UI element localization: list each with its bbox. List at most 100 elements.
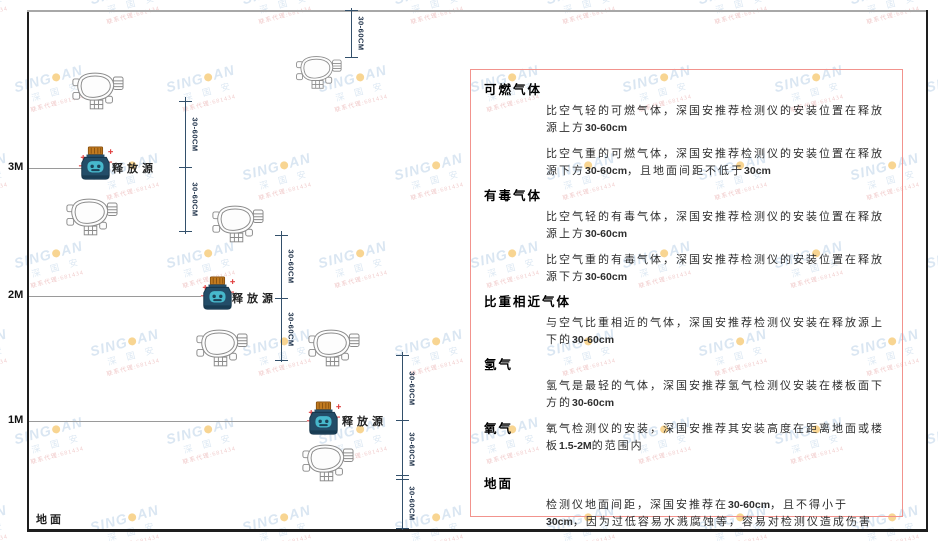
panel-section: 比重相近气体 与空气比重相近的气体，深国安推荐检测仪安装在释放源上下的30-60c… [484, 295, 892, 349]
panel-section: 可燃气体 比空气轻的可燃气体，深国安推荐检测仪的安装位置在释放源上方30-60cm… [484, 83, 892, 180]
ground-label: 地面 [36, 514, 64, 526]
dimension-line [281, 231, 282, 362]
gas-detector-icon [308, 329, 360, 367]
watermark-red-text: 联系代理:681434 [0, 181, 9, 202]
watermark-red-text: 联系代理:681434 [106, 5, 161, 26]
dimension-tick [396, 475, 409, 476]
section-paragraph: 氢气是最轻的气体，深国安推荐氢气检测仪安装在楼板面下方的30-60cm [546, 380, 884, 409]
dimension-label: 30-60CM [190, 117, 200, 152]
watermark-dot-icon [127, 336, 138, 346]
watermark-red-text: 联系代理:681434 [866, 5, 921, 26]
watermark-cn-text: 深 国 安 [258, 168, 311, 192]
watermark-red-text: 联系代理:681434 [0, 5, 9, 26]
section-heading: 氢气 [484, 358, 514, 372]
gas-detector-icon [212, 205, 264, 243]
dimension-tick [396, 479, 409, 480]
watermark-cn-text: 深 国 安 [106, 344, 159, 368]
section-heading: 有毒气体 [484, 189, 543, 203]
dimension-label: 30-60CM [190, 182, 200, 217]
dimension-line [185, 97, 186, 234]
ground-line [27, 529, 928, 532]
watermark-cn-text: 深 国 安 [410, 344, 463, 368]
watermark-dot-icon [355, 72, 366, 82]
watermark-red-text: 联系代理:681434 [0, 530, 14, 541]
release-source-icon [78, 146, 114, 180]
watermark-red-text: 联系代理:681434 [714, 5, 769, 26]
release-source-icon [306, 401, 342, 435]
release-source-label: 释放源 [112, 163, 157, 175]
dimension-tick [179, 167, 192, 168]
dimension-label: 30-60CM [407, 432, 417, 467]
panel-section: 氧气 氧气检测仪的安装，深国安推荐其安装高度在距离地面或楼板1.5-2M的范围内 [484, 421, 892, 461]
gas-detector-icon [196, 329, 248, 367]
watermark-red-text: 联系代理:681434 [258, 5, 313, 26]
watermark-cn-text: 深 国 安 [866, 0, 919, 16]
watermark-red-text: 联系代理:681434 [0, 357, 9, 378]
section-heading: 氧气 [484, 422, 514, 436]
gas-detector-icon [72, 72, 124, 110]
dimension-tick [345, 57, 358, 58]
release-source-icon [200, 276, 236, 310]
watermark-red-text: 联系代理:681434 [30, 269, 85, 290]
wall-line [27, 10, 29, 531]
dimension-tick [179, 231, 192, 232]
watermark-dot-icon [203, 424, 214, 434]
watermark-dot-icon [431, 512, 442, 522]
section-heading: 可燃气体 [484, 83, 543, 97]
watermark-red-text: 联系代理:681434 [106, 357, 161, 378]
section-paragraph: 检测仪地面间距，深国安推荐在30-60cm，且不得小于30cm，因为过低容易水溅… [546, 499, 872, 528]
right-frame-line [926, 10, 928, 531]
watermark-red-text: 联系代理:681434 [410, 5, 465, 26]
dimension-tick [345, 10, 358, 11]
section-heading: 地面 [484, 477, 514, 491]
level-line-1m [29, 421, 307, 422]
dimension-label: 30-60CM [286, 312, 296, 347]
gas-detector-icon [66, 198, 118, 236]
watermark-dot-icon [203, 72, 214, 82]
dimension-tick [275, 360, 288, 361]
watermark-cn-text: 深 国 安 [106, 0, 159, 16]
release-source-label: 释放源 [232, 293, 277, 305]
watermark-dot-icon [431, 336, 442, 346]
dimension-tick [275, 235, 288, 236]
watermark-red-text: 联系代理:681434 [410, 357, 465, 378]
dimension-line [402, 352, 403, 530]
panel-section: 有毒气体 比空气轻的有毒气体，深国安推荐检测仪的安装位置在释放源上方30-60cm… [484, 189, 892, 286]
watermark-cn-text: 深 国 安 [0, 344, 7, 367]
dimension-tick [275, 298, 288, 299]
dimension-label: 30-60CM [286, 249, 296, 284]
watermark-dot-icon [127, 512, 138, 522]
watermark-cn-text: 深 国 安 [410, 168, 463, 192]
section-heading: 比重相近气体 [484, 295, 572, 309]
watermark-cn-text: 深 国 安 [0, 520, 7, 541]
watermark-cn-text: 深 国 安 [334, 80, 387, 104]
watermark-red-text: 联系代理:681434 [258, 181, 313, 202]
watermark-cn-text: 深 国 安 [182, 432, 235, 456]
gas-detector-icon [296, 56, 342, 89]
watermark-dot-icon [355, 248, 366, 258]
watermark-red-text: 联系代理:681434 [562, 5, 617, 26]
watermark-red-text: 联系代理:681434 [410, 181, 465, 202]
section-paragraph: 比空气轻的有毒气体，深国安推荐检测仪的安装位置在释放源上方30-60cm [546, 211, 884, 240]
watermark-dot-icon [279, 512, 290, 522]
dimension-tick [396, 355, 409, 356]
level-label-2m: 2M [8, 289, 24, 301]
